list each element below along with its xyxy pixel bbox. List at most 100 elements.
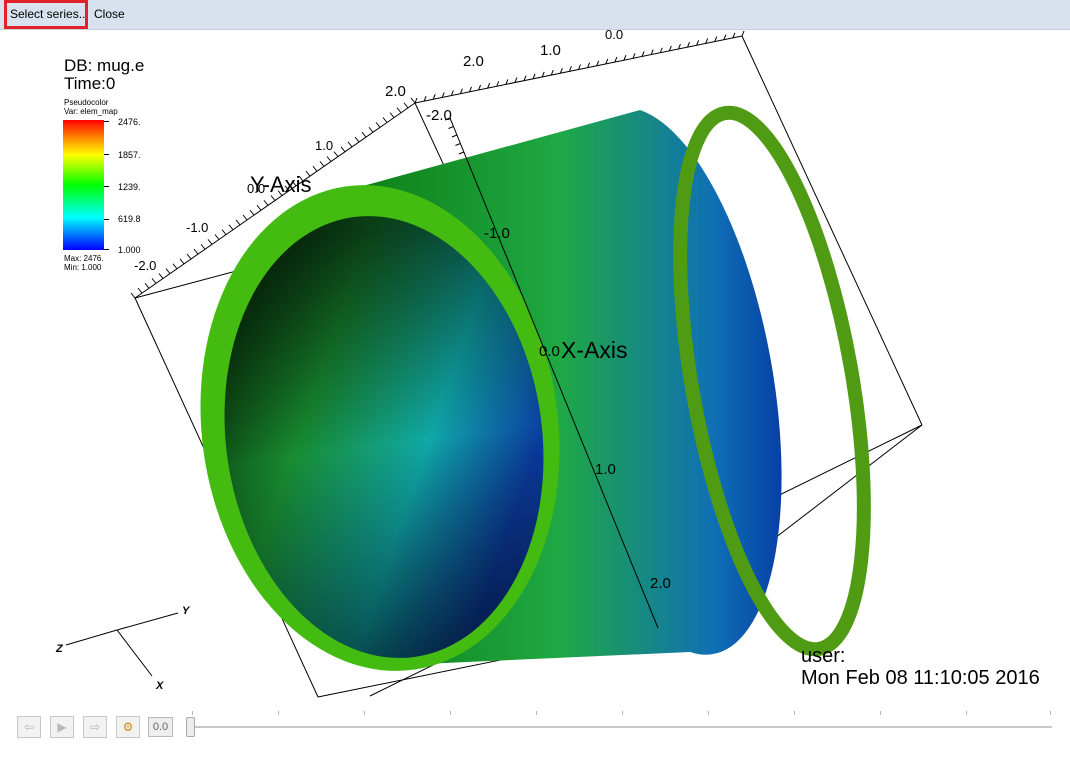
- axis-tick-mark: [578, 64, 581, 70]
- axis-tick-mark: [200, 243, 206, 250]
- x-axis-title: X-Axis: [561, 337, 627, 363]
- forward-step-button[interactable]: ⇨: [83, 716, 107, 738]
- legend-tick: [104, 249, 109, 250]
- 3d-viewport[interactable]: -2.0 -1.0 0.0 1.0 2.0 X-Axis -2.0 -1.0 0…: [0, 30, 1070, 706]
- play-button[interactable]: ▶: [50, 716, 74, 738]
- axis-tick-mark: [532, 73, 536, 79]
- time-label: Time:0: [64, 74, 116, 93]
- axis-tick-mark: [523, 75, 527, 81]
- play-icon: ▶: [57, 720, 67, 734]
- slider-tick: [364, 711, 365, 715]
- axis-tick-mark: [193, 248, 199, 255]
- axis-labels: -2.0 -1.0 0.0 1.0 2.0 X-Axis -2.0 -1.0 0…: [134, 30, 671, 592]
- animation-settings-button[interactable]: ⚙: [116, 716, 140, 738]
- axis-tick-mark: [444, 117, 451, 121]
- axis-tick-mark: [158, 273, 164, 279]
- color-legend-bar: [63, 120, 104, 250]
- axis-tick-mark: [696, 40, 700, 46]
- axis-tick-mark: [458, 151, 465, 155]
- legend-tick: [104, 219, 109, 220]
- axis-tick-mark: [326, 156, 332, 162]
- back-step-button[interactable]: ⇦: [17, 716, 41, 738]
- axis-tick-mark: [340, 146, 346, 153]
- axis-tick-mark: [614, 56, 618, 63]
- axis-tick-mark: [459, 88, 463, 94]
- variable-label: Var: elem_map: [64, 107, 118, 116]
- axis-tick-mark: [451, 134, 458, 138]
- axis-tick-mark: [505, 79, 509, 85]
- close-menu[interactable]: Close: [94, 7, 125, 21]
- axis-tick-mark: [478, 84, 482, 91]
- axis-tick-mark: [605, 58, 609, 65]
- plot-canvas: -2.0 -1.0 0.0 1.0 2.0 X-Axis -2.0 -1.0 0…: [55, 30, 923, 698]
- axis-tick-mark: [632, 53, 636, 59]
- x-axis-line: [449, 117, 659, 629]
- axis-tick-mark: [256, 204, 262, 211]
- x-tick-label: -2.0: [426, 107, 452, 124]
- axis-tick-mark: [414, 97, 418, 104]
- axis-tick-mark: [389, 112, 395, 118]
- axis-tick-mark: [179, 258, 185, 265]
- axis-tick-mark: [541, 71, 545, 78]
- axis-tick-mark: [732, 32, 736, 39]
- axis-tick-mark: [382, 117, 388, 123]
- time-value-field[interactable]: 0.0: [148, 717, 173, 737]
- axis-tick-mark: [568, 66, 572, 72]
- axis-tick-mark: [291, 180, 297, 187]
- axis-tick-mark: [469, 86, 472, 93]
- axis-tick-mark: [687, 41, 690, 48]
- axis-tick-mark: [151, 278, 157, 284]
- slider-tick: [450, 711, 451, 715]
- forward-step-icon: ⇨: [89, 720, 101, 734]
- user-label: user:: [801, 645, 846, 667]
- axis-tick-mark: [432, 94, 436, 100]
- cylinder-far-rim: [673, 105, 871, 657]
- z-tick-label: 0.0: [605, 30, 623, 42]
- axis-tick-mark: [312, 165, 318, 172]
- z-tick-label: 2.0: [463, 53, 484, 70]
- axis-tick-mark: [403, 102, 409, 109]
- x-tick-label: -1.0: [484, 225, 510, 242]
- time-slider-handle[interactable]: [186, 717, 195, 737]
- triad-z-label: Z: [55, 643, 64, 655]
- axis-tick-mark: [361, 131, 367, 138]
- slider-tick: [622, 711, 623, 715]
- axis-tick-mark: [396, 107, 402, 114]
- time-slider-track[interactable]: [190, 726, 1052, 728]
- axis-tick-mark: [284, 185, 290, 192]
- axis-tick-mark: [705, 38, 709, 44]
- axis-tick-mark: [550, 69, 554, 76]
- axis-tick-mark: [347, 141, 353, 148]
- axis-tick-mark: [270, 195, 276, 201]
- axis-tick-mark: [368, 126, 374, 133]
- slider-tick: [794, 711, 795, 715]
- select-series-menu[interactable]: Select series...: [10, 7, 89, 21]
- axis-tick-mark: [333, 151, 339, 157]
- slider-tick: [1050, 711, 1051, 715]
- y-tick-label: 1.0: [315, 138, 333, 153]
- back-step-icon: ⇦: [23, 720, 35, 734]
- x-tick-label: 1.0: [595, 461, 616, 478]
- plot-type-label: Pseudocolor: [64, 98, 109, 107]
- axis-tick-mark: [714, 36, 718, 42]
- axis-tick-mark: [596, 60, 600, 66]
- legend-tick-label: 1857.: [118, 150, 141, 160]
- legend-tick-label: 2476.: [118, 117, 141, 127]
- axis-tick-mark: [186, 253, 192, 260]
- triad-y-label: Y: [182, 605, 191, 617]
- slider-tick: [192, 711, 193, 715]
- z-tick-label: 1.0: [540, 42, 561, 59]
- axis-tick-mark: [305, 170, 311, 177]
- axis-tick-mark: [448, 126, 454, 129]
- slider-tick: [880, 711, 881, 715]
- axis-tick-mark: [298, 175, 304, 182]
- axis-tick-mark: [242, 214, 248, 221]
- axis-tick-mark: [741, 30, 745, 37]
- axis-tick-mark: [455, 143, 461, 146]
- triad-x-label: X: [155, 680, 164, 692]
- axis-tick-mark: [228, 224, 234, 231]
- axis-tick-mark: [214, 234, 220, 240]
- axis-tick-mark: [263, 200, 269, 206]
- settings-gear-icon: ⚙: [122, 720, 134, 734]
- legend-tick-label: 1239.: [118, 182, 141, 192]
